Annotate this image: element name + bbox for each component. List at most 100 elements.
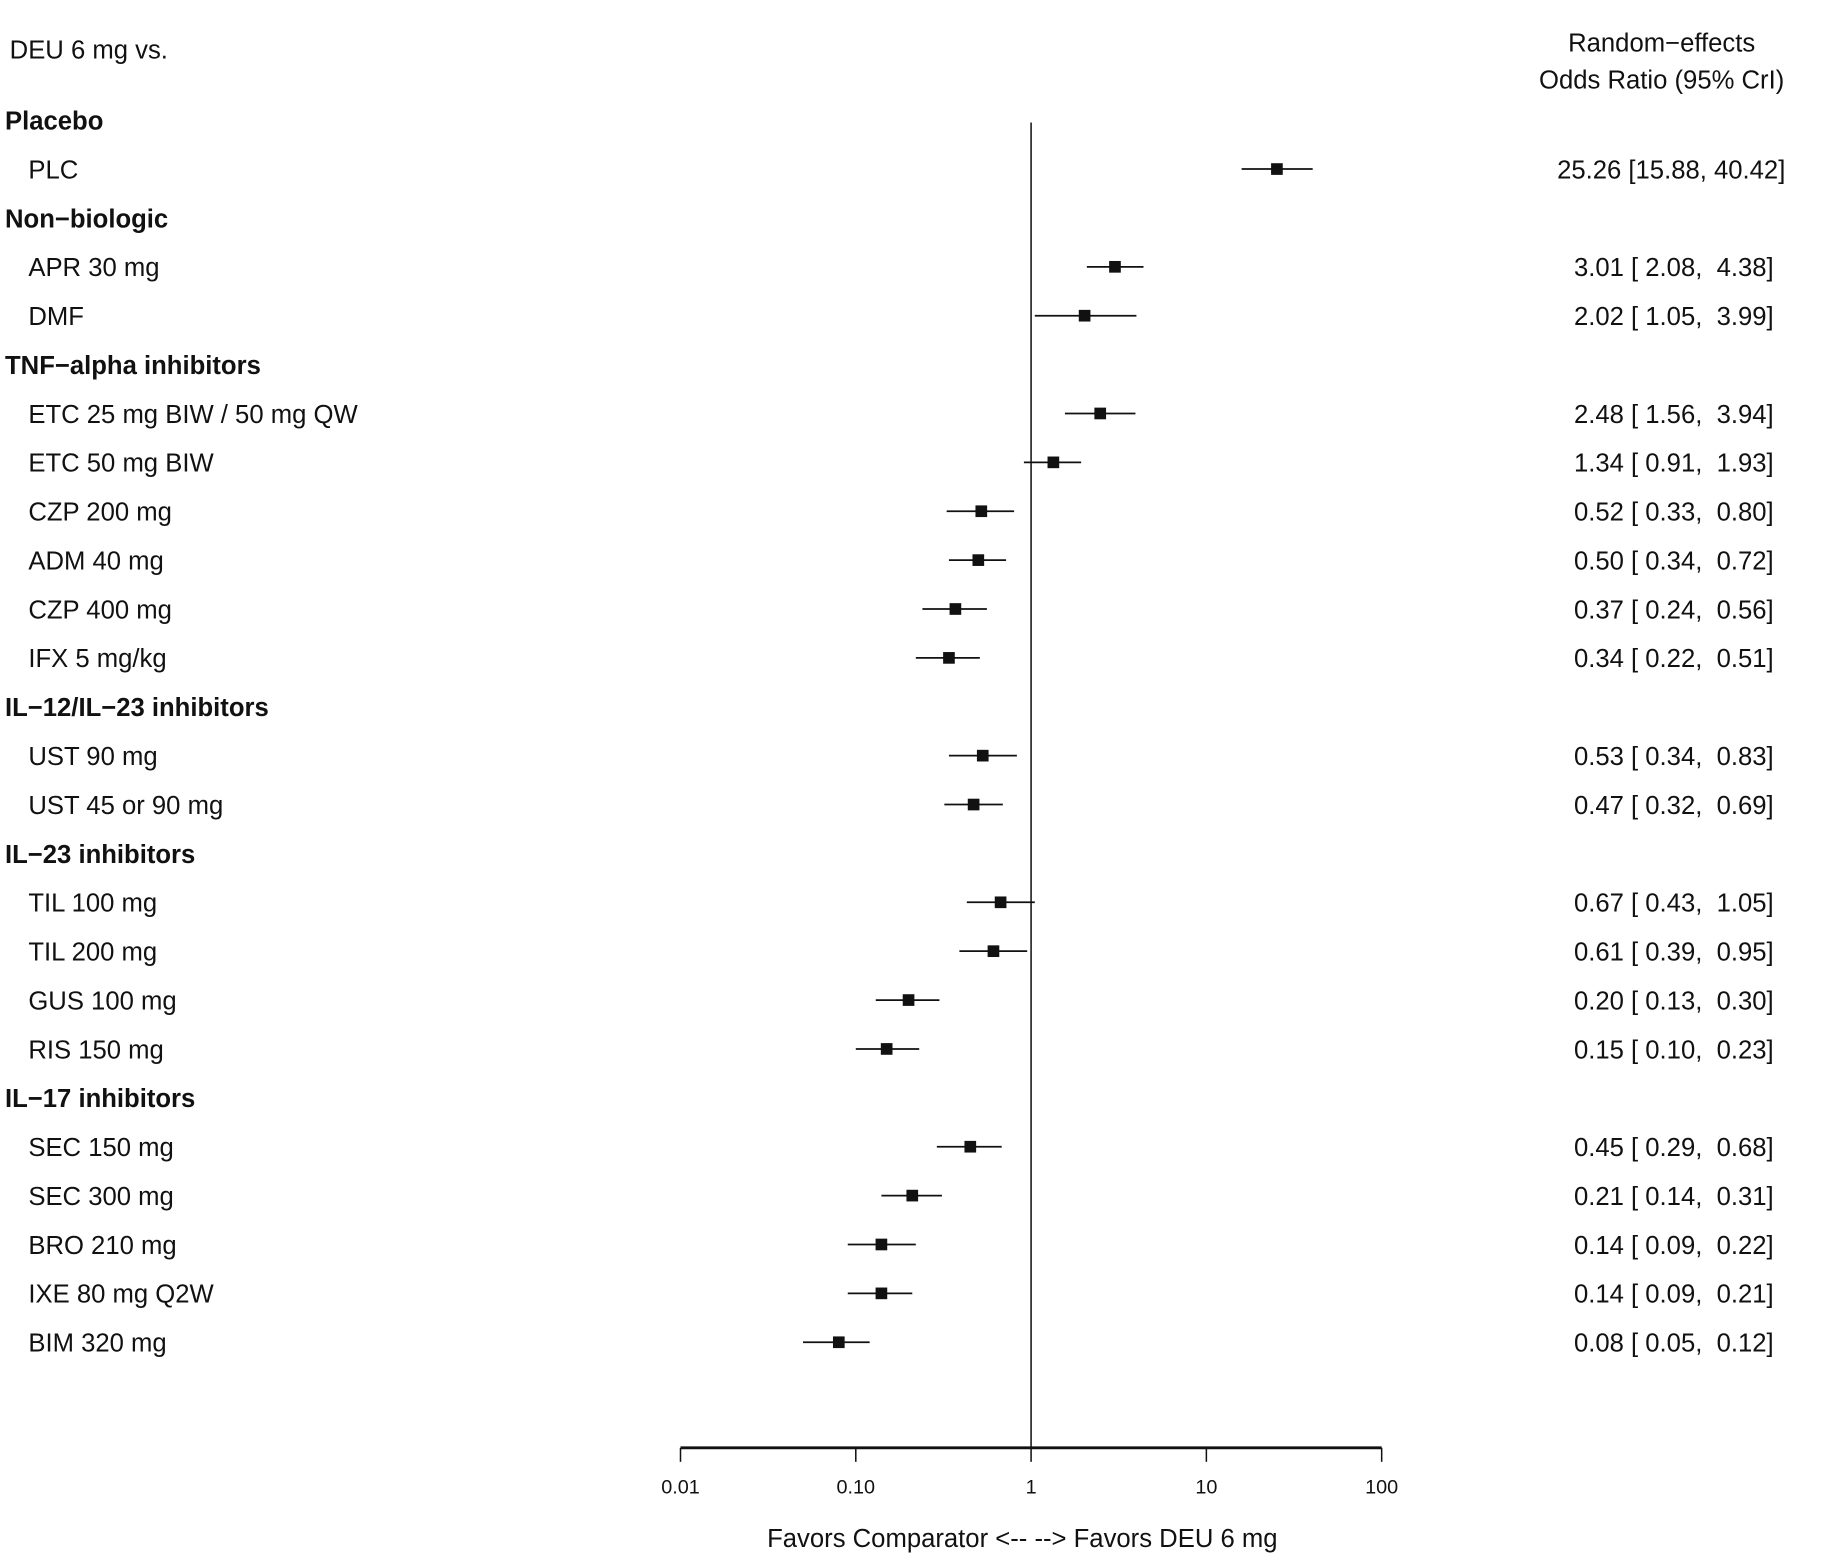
point-estimate [964, 1140, 977, 1153]
comparator-label: TIL 100 mg [28, 890, 157, 918]
chart-title: DEU 6 mg vs. [10, 36, 168, 64]
comparison-row: TIL 200 mg 0.61 [ 0.39, 0.95] [28, 939, 1773, 967]
estimate-text: 0.21 [ 0.14, 0.31] [1574, 1183, 1774, 1211]
comparison-row: BRO 210 mg 0.14 [ 0.09, 0.22] [28, 1232, 1773, 1260]
comparison-row: ETC 25 mg BIW / 50 mg QW 2.48 [ 1.56, 3.9… [28, 401, 1773, 429]
point-estimate [987, 945, 1000, 958]
point-estimate [875, 1287, 888, 1300]
comparator-label: APR 30 mg [28, 254, 159, 282]
point-estimate [994, 896, 1007, 909]
comparison-row: CZP 400 mg 0.37 [ 0.24, 0.56] [28, 596, 1773, 624]
comparator-label: ETC 50 mg BIW [28, 450, 214, 478]
comparator-label: SEC 150 mg [28, 1134, 173, 1162]
comparison-row: PLC 25.26 [15.88, 40.42] [28, 156, 1785, 184]
comparator-label: ADM 40 mg [28, 547, 163, 575]
comparison-row: RIS 150 mg 0.15 [ 0.10, 0.23] [28, 1036, 1773, 1064]
group-header-row: TNF−alpha inhibitors [5, 352, 261, 380]
group-label: IL−12/IL−23 inhibitors [5, 694, 269, 722]
x-tick-label: 0.10 [836, 1476, 875, 1498]
point-estimate [1094, 407, 1107, 420]
comparator-label: UST 45 or 90 mg [28, 792, 223, 820]
point-estimate [832, 1336, 845, 1349]
x-axis-label: Favors Comparator <-- --> Favors DEU 6 m… [767, 1525, 1277, 1553]
comparator-label: GUS 100 mg [28, 987, 176, 1015]
column-header-line2: Odds Ratio (95% CrI) [1539, 67, 1784, 95]
comparator-label: PLC [28, 156, 78, 184]
comparison-row: GUS 100 mg 0.20 [ 0.13, 0.30] [28, 987, 1773, 1015]
point-estimate [1047, 456, 1060, 469]
forest-rows: Placebo PLC 25.26 [15.88, 40.42] Non−biolog… [5, 108, 1785, 1358]
group-label: TNF−alpha inhibitors [5, 352, 261, 380]
estimate-text: 0.53 [ 0.34, 0.83] [1574, 743, 1774, 771]
comparison-row: UST 90 mg 0.53 [ 0.34, 0.83] [28, 743, 1773, 771]
point-estimate [1109, 260, 1121, 273]
comparison-row: SEC 150 mg 0.45 [ 0.29, 0.68] [28, 1134, 1773, 1162]
group-header-row: Placebo [5, 108, 103, 136]
estimate-text: 0.52 [ 0.33, 0.80] [1574, 499, 1774, 527]
estimate-text: 0.14 [ 0.09, 0.22] [1574, 1232, 1774, 1260]
group-label: Placebo [5, 108, 103, 136]
point-estimate [875, 1238, 888, 1251]
comparator-label: DMF [28, 303, 84, 331]
estimate-text: 3.01 [ 2.08, 4.38] [1574, 254, 1774, 282]
group-header-row: IL−17 inhibitors [5, 1085, 195, 1113]
estimate-text: 0.20 [ 0.13, 0.30] [1574, 987, 1774, 1015]
estimate-text: 1.34 [ 0.91, 1.93] [1574, 450, 1774, 478]
estimate-text: 0.34 [ 0.22, 0.51] [1574, 645, 1774, 673]
comparator-label: RIS 150 mg [28, 1036, 163, 1064]
group-label: IL−23 inhibitors [5, 841, 195, 869]
comparison-row: BIM 320 mg 0.08 [ 0.05, 0.12] [28, 1330, 1773, 1358]
point-estimate [976, 749, 989, 762]
column-header-line1: Random−effects [1568, 29, 1755, 57]
group-header-row: IL−23 inhibitors [5, 841, 195, 869]
estimate-text: 2.02 [ 1.05, 3.99] [1574, 303, 1774, 331]
estimate-text: 0.08 [ 0.05, 0.12] [1574, 1330, 1774, 1358]
x-tick-label: 1 [1026, 1476, 1037, 1498]
x-axis: 0.01 0.10 1 10 100 [661, 1446, 1398, 1498]
comparison-row: DMF 2.02 [ 1.05, 3.99] [28, 303, 1773, 331]
estimate-text: 0.15 [ 0.10, 0.23] [1574, 1036, 1774, 1064]
group-label: Non−biologic [5, 205, 168, 233]
group-label: IL−17 inhibitors [5, 1085, 195, 1113]
comparison-row: IXE 80 mg Q2W 0.14 [ 0.09, 0.21] [28, 1281, 1773, 1309]
point-estimate [943, 652, 955, 664]
point-estimate [880, 1043, 893, 1055]
comparator-label: BRO 210 mg [28, 1232, 176, 1260]
point-estimate [967, 798, 980, 811]
estimate-text: 25.26 [15.88, 40.42] [1557, 156, 1785, 184]
comparison-row: SEC 300 mg 0.21 [ 0.14, 0.31] [28, 1183, 1773, 1211]
comparator-label: IXE 80 mg Q2W [28, 1281, 214, 1309]
comparator-label: BIM 320 mg [28, 1330, 166, 1358]
point-estimate [975, 505, 988, 518]
comparator-label: SEC 300 mg [28, 1183, 173, 1211]
comparison-row: ETC 50 mg BIW 1.34 [ 0.91, 1.93] [28, 450, 1773, 478]
comparison-row: APR 30 mg 3.01 [ 2.08, 4.38] [28, 254, 1773, 282]
point-estimate [906, 1189, 919, 1202]
x-tick-label: 10 [1195, 1476, 1217, 1498]
comparison-row: CZP 200 mg 0.52 [ 0.33, 0.80] [28, 499, 1773, 527]
group-header-row: Non−biologic [5, 205, 168, 233]
estimate-text: 0.67 [ 0.43, 1.05] [1574, 890, 1774, 918]
x-tick-label: 0.01 [661, 1476, 700, 1498]
point-estimate [902, 994, 915, 1006]
x-tick-label: 100 [1365, 1476, 1398, 1498]
comparison-row: TIL 100 mg 0.67 [ 0.43, 1.05] [28, 890, 1773, 918]
comparator-label: UST 90 mg [28, 743, 157, 771]
estimate-text: 2.48 [ 1.56, 3.94] [1574, 401, 1774, 429]
comparator-label: ETC 25 mg BIW / 50 mg QW [28, 401, 358, 429]
point-estimate [1271, 163, 1283, 175]
estimate-text: 0.47 [ 0.32, 0.69] [1574, 792, 1774, 820]
comparison-row: IFX 5 mg/kg 0.34 [ 0.22, 0.51] [28, 645, 1773, 673]
estimate-text: 0.61 [ 0.39, 0.95] [1574, 939, 1774, 967]
group-header-row: IL−12/IL−23 inhibitors [5, 694, 269, 722]
estimate-text: 0.50 [ 0.34, 0.72] [1574, 547, 1774, 575]
estimate-text: 0.45 [ 0.29, 0.68] [1574, 1134, 1774, 1162]
point-estimate [972, 554, 985, 566]
comparator-label: IFX 5 mg/kg [28, 645, 166, 673]
point-estimate [1078, 309, 1091, 322]
comparator-label: CZP 200 mg [28, 499, 172, 527]
point-estimate [949, 603, 962, 615]
comparator-label: TIL 200 mg [28, 939, 157, 967]
comparison-row: ADM 40 mg 0.50 [ 0.34, 0.72] [28, 547, 1773, 575]
